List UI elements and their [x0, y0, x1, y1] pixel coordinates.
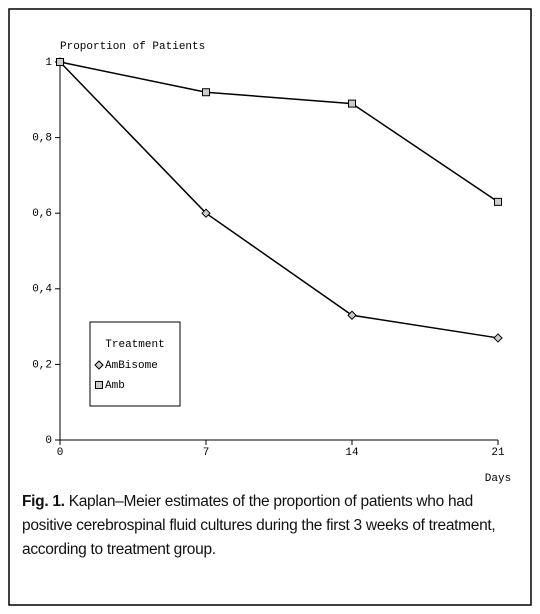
x-tick-label: 7: [203, 447, 210, 459]
series-line: [59, 61, 499, 339]
x-tick-label: 0: [57, 447, 64, 459]
y-tick-label: 1: [45, 57, 52, 69]
x-axis-label: Days: [485, 473, 511, 485]
legend-marker: [95, 381, 103, 389]
frame: [8, 8, 532, 606]
marker: [202, 88, 210, 97]
caption-label: Fig. 1.: [22, 493, 65, 510]
legend-box: [89, 321, 181, 407]
legend-label: Amb: [105, 380, 125, 392]
y-tick-label: 0,2: [32, 359, 52, 371]
legend-label: AmBisome: [105, 360, 158, 372]
legend-title: Treatment: [105, 339, 164, 351]
caption-text: Kaplan–Meier estimates of the proportion…: [22, 493, 496, 558]
caption: Fig. 1. Kaplan–Meier estimates of the pr…: [22, 490, 522, 562]
legend-marker: [94, 360, 104, 370]
marker: [201, 208, 211, 218]
series-line: [59, 61, 499, 203]
marker: [56, 58, 64, 66]
y-axis-label: Proportion of Patients: [60, 41, 205, 53]
marker: [494, 197, 502, 206]
y-tick-label: 0: [45, 435, 52, 447]
x-tick-label: 14: [345, 447, 359, 459]
x-tick-label: 21: [491, 447, 505, 459]
y-tick-label: 0,8: [32, 133, 52, 145]
y-tick-label: 0,6: [32, 208, 52, 220]
marker: [493, 333, 503, 343]
y-tick-label: 0,4: [32, 284, 52, 296]
marker: [348, 99, 356, 108]
marker: [347, 310, 357, 320]
